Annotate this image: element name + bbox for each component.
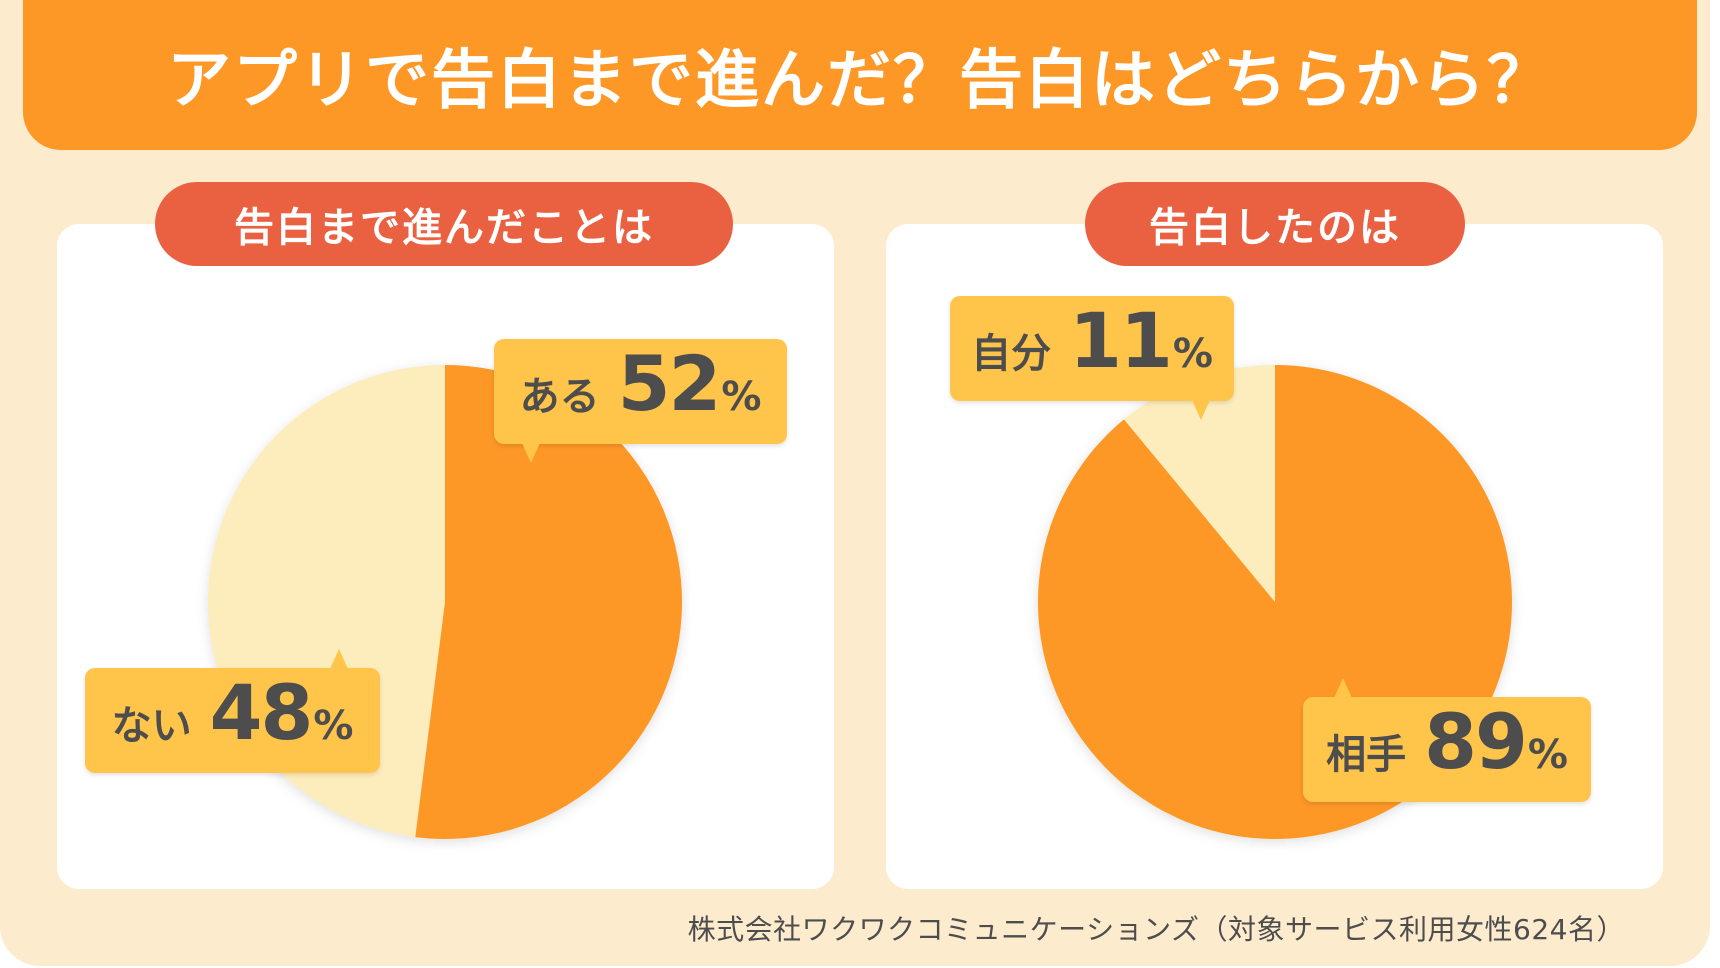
label-name: 自分 [971,331,1052,377]
label-value: 48 [209,668,314,757]
label-name: ある [519,374,600,420]
label-name: ない [111,703,192,749]
label-value: 52 [617,339,722,428]
title-bar: アプリで告白まで進んだ？告白はどちらから？ [23,0,1697,150]
label-unit: % [313,703,354,749]
label-unit: % [1172,331,1213,377]
data-label-aru: ある 52 % [494,339,787,463]
source-footnote: 株式会社ワクワクコミュニケーションズ（対象サービス利用女性624名） [687,913,1625,946]
label-value: 89 [1424,697,1528,786]
chart-heading-left: 告白まで進んだことは [155,182,733,266]
data-label-jibun: 自分 11 % [950,296,1234,420]
label-unit: % [721,374,762,420]
data-label-aite: 相手 89 % [1303,678,1591,802]
page-title: アプリで告白まで進んだ？告白はどちらから？ [167,44,1553,118]
label-value: 11 [1069,296,1173,385]
pie-slice-aru [415,365,683,840]
label-name: 相手 [1326,732,1407,778]
chart-heading-right: 告白したのは [1085,182,1465,266]
data-label-nai: ない 48 % [85,649,380,773]
label-unit: % [1527,732,1568,778]
